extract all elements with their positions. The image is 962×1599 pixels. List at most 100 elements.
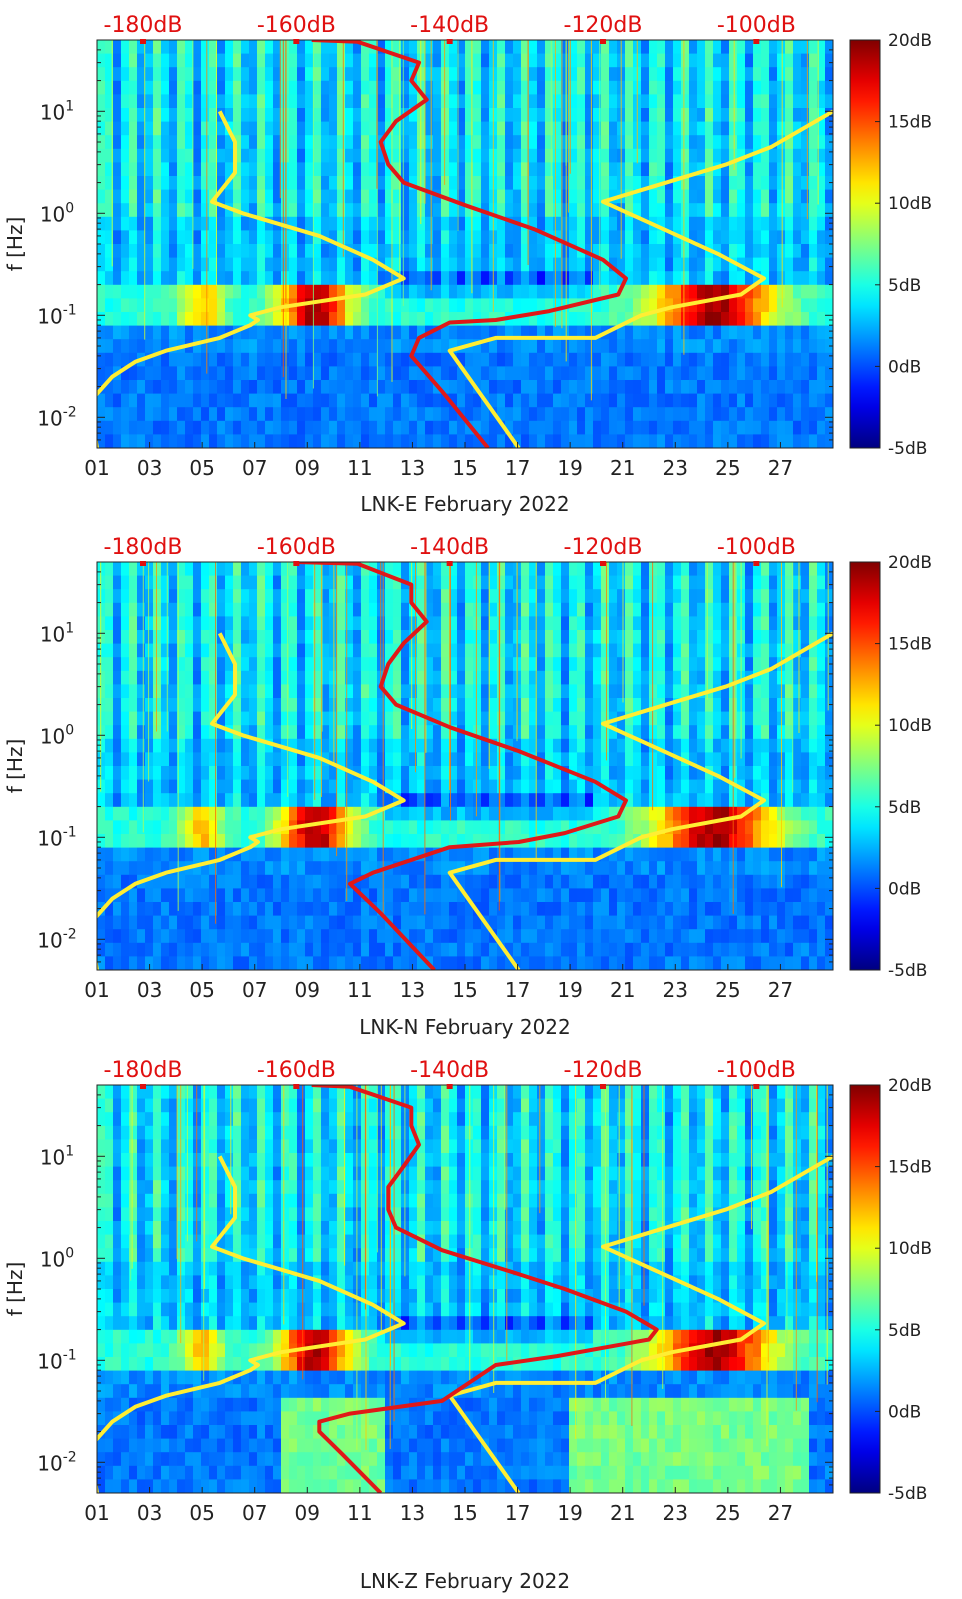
y-tick-label: 10-1 xyxy=(37,302,76,328)
y-tick-label: 10-1 xyxy=(37,824,76,850)
y-tick-label: 10-2 xyxy=(37,1449,76,1475)
x-tick-label: 07 xyxy=(242,1501,267,1525)
top-db-label: -120dB xyxy=(564,13,643,38)
x-tick-label: 15 xyxy=(452,978,477,1002)
noise-model-high-line xyxy=(447,631,833,970)
x-tick-label: 05 xyxy=(189,456,214,480)
x-tick-label: 07 xyxy=(242,456,267,480)
x-tick-label: 21 xyxy=(610,456,635,480)
top-db-tick xyxy=(446,1084,453,1089)
noise-model-low-line xyxy=(97,110,406,448)
top-db-tick xyxy=(140,561,146,566)
top-db-tick xyxy=(753,561,760,566)
top-db-label: -180dB xyxy=(104,13,183,38)
colorbar-label: 15dB xyxy=(888,1158,932,1178)
top-db-tick xyxy=(140,39,146,44)
spectrogram-heatmap xyxy=(97,562,833,970)
colorbar-label: 0dB xyxy=(888,357,921,377)
x-tick-label: 23 xyxy=(663,456,688,480)
colorbar xyxy=(849,39,881,449)
x-tick-label: 19 xyxy=(557,978,582,1002)
x-axis-label: LNK-N February 2022 xyxy=(359,1015,571,1039)
x-tick-label: 19 xyxy=(557,1501,582,1525)
x-tick-label: 21 xyxy=(610,978,635,1002)
colorbar-label: 5dB xyxy=(888,276,921,296)
panel-1: 01 03 05 07 09 11 13 15 17 19 21 23 25 27 LNK-E Februa… xyxy=(3,13,932,516)
colorbar-label: 0dB xyxy=(888,879,921,899)
x-tick-label: 15 xyxy=(452,456,477,480)
x-tick-label: 27 xyxy=(768,978,793,1002)
y-tick-label: 100 xyxy=(40,1245,74,1271)
top-db-label: -100dB xyxy=(717,1058,796,1083)
x-tick-label: 11 xyxy=(347,1501,372,1525)
x-tick-label: 17 xyxy=(505,978,530,1002)
top-db-label: -120dB xyxy=(564,535,643,560)
top-db-label: -160dB xyxy=(257,1058,336,1083)
x-tick-label: 01 xyxy=(84,978,109,1002)
colorbar-label: 20dB xyxy=(888,31,932,51)
top-db-label: -160dB xyxy=(257,13,336,38)
noise-model-low-line xyxy=(97,1155,406,1493)
y-axis-label: f [Hz] xyxy=(3,217,27,272)
panel-3: 01 03 05 07 09 11 13 15 17 19 21 23 25 27 LNK-Z Februa… xyxy=(3,1058,932,1593)
colorbar-label: 10dB xyxy=(888,194,932,214)
top-db-tick xyxy=(753,39,760,44)
median-psd-line xyxy=(311,40,628,448)
x-tick-label: 25 xyxy=(715,456,740,480)
colorbar-label: 15dB xyxy=(888,113,932,133)
y-axis-label: f [Hz] xyxy=(3,739,27,794)
median-psd-line xyxy=(311,1085,659,1493)
y-tick-label: 100 xyxy=(40,200,74,226)
top-db-label: -180dB xyxy=(104,1058,183,1083)
x-tick-label: 05 xyxy=(189,1501,214,1525)
noise-model-high-line xyxy=(447,109,833,448)
x-tick-label: 27 xyxy=(768,456,793,480)
top-db-tick xyxy=(293,1084,300,1089)
x-tick-label: 09 xyxy=(295,1501,320,1525)
x-tick-label: 11 xyxy=(347,978,372,1002)
x-tick-label: 13 xyxy=(400,1501,425,1525)
spectrogram-heatmap xyxy=(97,1085,833,1493)
top-db-label: -140dB xyxy=(410,535,489,560)
y-tick-label: 10-2 xyxy=(37,404,76,430)
colorbar-label: 20dB xyxy=(888,553,932,573)
top-db-tick xyxy=(293,561,300,566)
noise-model-low-line xyxy=(97,632,406,970)
colorbar-label: -5dB xyxy=(888,961,927,981)
x-tick-label: 11 xyxy=(347,456,372,480)
colorbar xyxy=(849,561,881,971)
y-axis-label: f [Hz] xyxy=(3,1262,27,1317)
x-tick-label: 01 xyxy=(84,456,109,480)
x-tick-label: 21 xyxy=(610,1501,635,1525)
top-db-label: -100dB xyxy=(717,13,796,38)
y-tick-label: 101 xyxy=(40,1143,74,1169)
median-psd-line xyxy=(296,562,628,970)
top-db-label: -140dB xyxy=(410,1058,489,1083)
noise-model-high-line xyxy=(447,1154,833,1493)
colorbar-label: 10dB xyxy=(888,1239,932,1259)
top-db-label: -180dB xyxy=(104,535,183,560)
colorbar-label: 5dB xyxy=(888,1321,921,1341)
x-tick-label: 15 xyxy=(452,1501,477,1525)
colorbar-label: 0dB xyxy=(888,1402,921,1422)
x-tick-label: 17 xyxy=(505,456,530,480)
colorbar-label: 20dB xyxy=(888,1076,932,1096)
y-tick-label: 101 xyxy=(40,620,74,646)
x-tick-label: 23 xyxy=(663,1501,688,1525)
x-tick-label: 09 xyxy=(295,456,320,480)
spectrogram-heatmap xyxy=(97,40,833,448)
x-tick-label: 03 xyxy=(137,1501,162,1525)
x-tick-label: 19 xyxy=(557,456,582,480)
y-tick-label: 10-1 xyxy=(37,1347,76,1373)
x-tick-label: 25 xyxy=(715,1501,740,1525)
x-tick-label: 23 xyxy=(663,978,688,1002)
x-axis-label: LNK-E February 2022 xyxy=(360,492,569,516)
colorbar-label: -5dB xyxy=(888,439,927,459)
x-tick-label: 13 xyxy=(400,456,425,480)
y-tick-label: 101 xyxy=(40,98,74,124)
top-db-tick xyxy=(753,1084,760,1089)
top-db-tick xyxy=(293,39,300,44)
top-db-tick xyxy=(446,39,453,44)
x-tick-label: 03 xyxy=(137,456,162,480)
